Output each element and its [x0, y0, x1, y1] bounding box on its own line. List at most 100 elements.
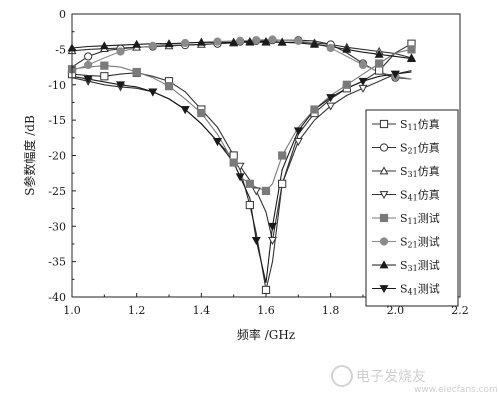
data-point — [132, 67, 141, 77]
y-tick-label: -15 — [48, 114, 66, 127]
x-tick-label: 1.4 — [193, 304, 211, 317]
data-point — [235, 173, 245, 182]
data-point — [84, 52, 93, 61]
watermark-title: 电子发烧友 — [356, 369, 426, 385]
data-point — [84, 60, 93, 70]
watermark: 电子发烧友 www.elecfans.com — [331, 365, 498, 395]
y-tick-label: -25 — [48, 185, 66, 198]
legend-marker — [379, 143, 389, 152]
data-point — [197, 108, 206, 118]
data-point — [326, 43, 335, 53]
legend-marker — [379, 166, 389, 175]
y-tick-label: -40 — [48, 291, 66, 304]
data-point — [229, 151, 238, 160]
data-point — [245, 200, 254, 210]
data-point — [132, 39, 142, 48]
x-tick-label: 1.6 — [257, 304, 275, 317]
data-point — [358, 77, 368, 86]
data-point — [148, 41, 157, 50]
legend-label: S21仿真 — [400, 141, 440, 156]
data-point — [326, 102, 336, 111]
data-point — [358, 60, 368, 70]
legend-marker — [379, 119, 389, 129]
data-point — [261, 186, 271, 195]
data-point — [213, 137, 222, 146]
legend-label: S11测试 — [400, 212, 440, 226]
x-axis-title: 频率 /GHz — [237, 327, 295, 342]
x-tick-label: 1.2 — [128, 304, 146, 317]
data-point — [293, 137, 303, 146]
data-point — [278, 179, 287, 188]
data-point — [245, 36, 255, 45]
legend: S11仿真 S21仿真 S31仿真 S41仿真 S11测试 S21测试 S31测试 S41测试 — [365, 109, 459, 307]
legend-marker — [379, 213, 389, 223]
data-point — [310, 105, 319, 114]
data-point — [181, 38, 190, 48]
y-tick-label: -5 — [55, 43, 66, 56]
y-tick-label: -30 — [48, 220, 66, 233]
data-point — [236, 36, 245, 45]
x-tick-label: 1.8 — [322, 304, 340, 317]
data-point — [326, 94, 336, 103]
data-point — [268, 237, 277, 246]
legend-marker — [379, 191, 389, 200]
data-point — [213, 37, 222, 46]
data-point — [148, 88, 158, 97]
data-point — [245, 179, 254, 188]
legend-label: S41测试 — [400, 283, 440, 297]
legend-box — [365, 109, 459, 307]
data-point — [235, 162, 245, 171]
data-point — [342, 80, 351, 89]
y-tick-label: -35 — [48, 256, 66, 269]
data-point — [229, 37, 239, 46]
data-point — [100, 61, 109, 70]
data-point — [294, 36, 303, 45]
x-tick-label: 2.0 — [387, 304, 405, 317]
data-point — [407, 53, 416, 62]
x-tick-label: 2.2 — [451, 304, 469, 317]
data-point — [278, 151, 287, 160]
data-point — [268, 35, 277, 44]
data-point — [116, 81, 125, 90]
y-tick-label: -10 — [48, 79, 66, 92]
watermark-logo-icon — [331, 365, 353, 387]
legend-label: S41仿真 — [400, 188, 440, 203]
y-tick-label: -20 — [48, 150, 66, 163]
data-point — [116, 47, 125, 56]
data-point — [375, 66, 384, 75]
data-point — [229, 158, 238, 167]
legend-marker — [379, 285, 389, 294]
data-point — [180, 106, 190, 115]
watermark-url: www.elecfans.com — [414, 385, 498, 395]
data-point — [390, 70, 400, 79]
data-point — [164, 82, 174, 91]
data-point — [261, 285, 271, 295]
legend-label: S11仿真 — [400, 117, 440, 132]
data-point — [310, 39, 319, 48]
data-point — [293, 127, 303, 136]
legend-label: S31测试 — [400, 259, 440, 273]
y-tick-label: 0 — [59, 8, 66, 21]
data-point — [268, 222, 277, 231]
data-point — [342, 44, 352, 53]
data-point — [83, 75, 93, 84]
data-point — [261, 36, 271, 45]
data-point — [100, 72, 109, 81]
legend-marker — [379, 260, 389, 269]
data-point — [252, 36, 261, 45]
axis-ticks: 1.0 1.2 1.4 1.6 1.8 2.0 2.2 0 -5 -10 -15 -20 -25 -30 -… — [48, 8, 468, 317]
legend-label: S31仿真 — [400, 164, 440, 179]
data-point — [251, 187, 261, 196]
x-tick-label: 1.0 — [63, 304, 81, 317]
data-point — [164, 39, 174, 48]
data-point — [374, 49, 384, 58]
data-point — [196, 37, 206, 46]
data-point — [277, 37, 287, 46]
data-point — [251, 237, 261, 246]
data-point — [407, 45, 416, 54]
y-axis-title: S参数幅度 /dB — [22, 115, 37, 196]
legend-marker — [379, 237, 389, 246]
data-point — [99, 41, 109, 50]
